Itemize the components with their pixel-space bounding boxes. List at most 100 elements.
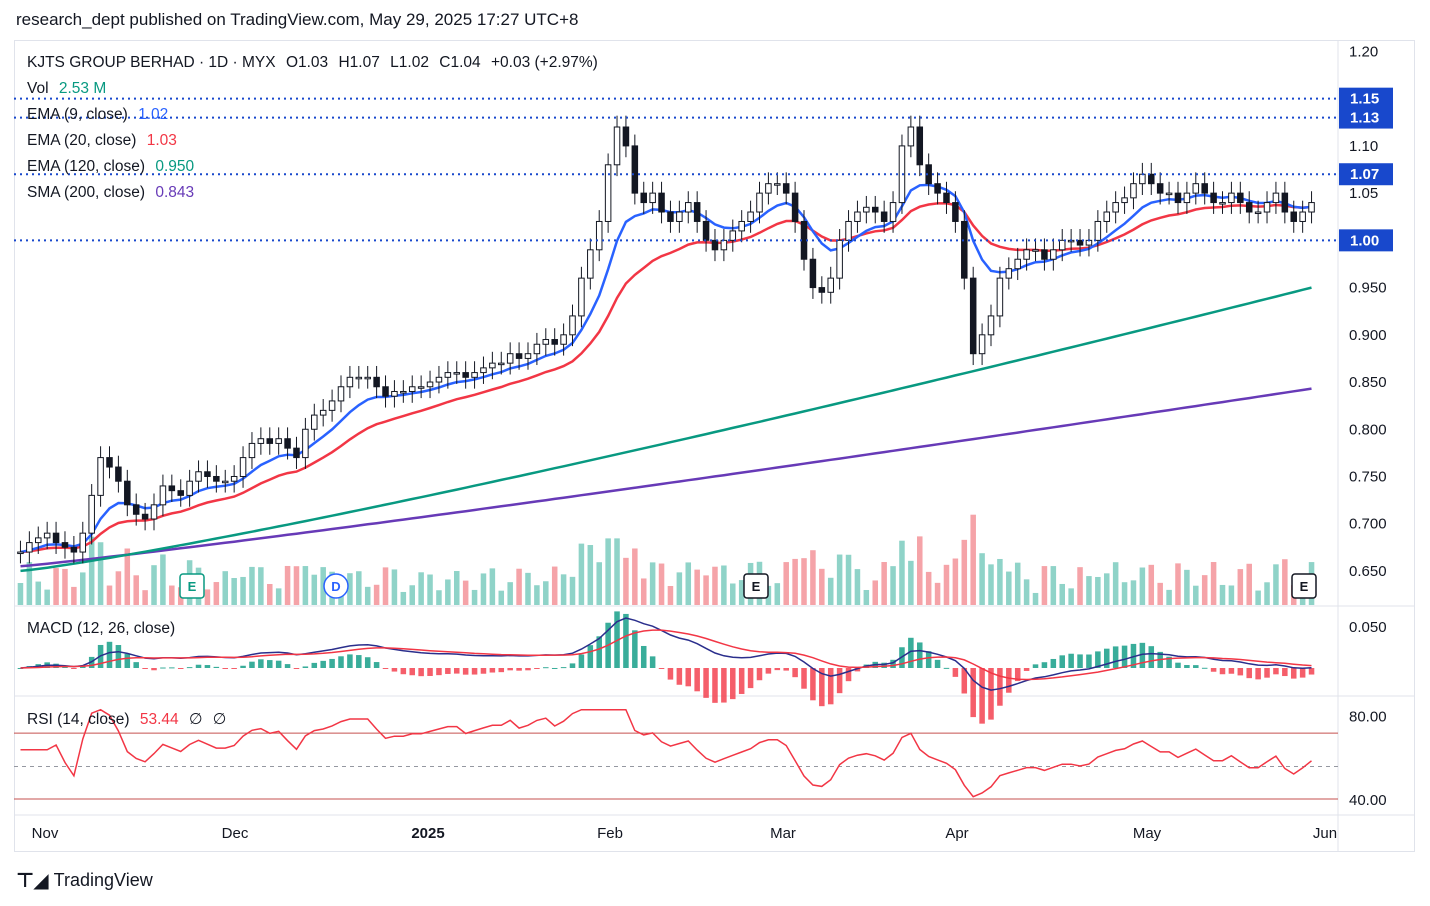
macd-hist-bar [845, 668, 852, 682]
macd-hist-bar [480, 668, 487, 674]
candle-body [382, 386, 389, 397]
volume-bar [124, 548, 131, 605]
rsi-legend[interactable]: RSI (14, close) 53.44 ∅ ∅ [27, 710, 232, 729]
macd-hist-bar [525, 668, 531, 671]
candle-body [738, 220, 745, 232]
candle-body [373, 376, 380, 388]
candle-body [1219, 202, 1226, 205]
volume-bar [1139, 567, 1146, 605]
macd-hist-bar [792, 668, 798, 678]
symbol-legend[interactable]: KJTS GROUP BERHAD · 1D · MYX O1.03 H1.07… [27, 54, 604, 72]
volume-bar [979, 553, 985, 605]
macd-hist-bar [1041, 662, 1048, 668]
candle-body [1014, 258, 1021, 270]
macd-hist-bar [338, 656, 344, 668]
candle-body [685, 202, 692, 213]
candle-body [257, 438, 265, 444]
candle-body [898, 145, 906, 204]
macd-hist-bar [222, 668, 229, 669]
volume-bar [445, 579, 451, 605]
candle-body [293, 447, 300, 459]
volume-bar [640, 578, 647, 605]
macd-hist-bar [249, 661, 255, 668]
rsi-extra-1: ∅ [188, 711, 203, 728]
ema9-value: 1.02 [138, 106, 169, 123]
price-tick-label: 0.650 [1349, 563, 1387, 580]
candle-body [533, 343, 541, 355]
candle-body [444, 372, 452, 378]
macd-hist-bar [453, 668, 460, 674]
volume-bar [836, 554, 843, 605]
candle-body [106, 457, 113, 468]
candle-body [729, 230, 737, 241]
macd-hist-bar [712, 668, 718, 703]
ema120-legend[interactable]: EMA (120, close) 0.950 [27, 158, 200, 176]
chart-frame[interactable] [14, 40, 1415, 852]
macd-hist-bar [819, 668, 825, 707]
macd-legend[interactable]: MACD (12, 26, close) [27, 620, 181, 638]
candle-body [453, 372, 461, 375]
volume-bar [88, 536, 95, 605]
level-price-label: 1.15 [1350, 91, 1379, 108]
macd-hist-bar [543, 667, 549, 669]
macd-hist-bar [1103, 648, 1110, 668]
macd-hist-bar [676, 668, 683, 685]
level-price-label: 1.07 [1350, 166, 1379, 183]
sma200-legend[interactable]: SMA (200, close) 0.843 [27, 184, 200, 202]
macd-hist-bar [685, 668, 692, 687]
volume-bar [1210, 562, 1217, 605]
ema20-line [20, 202, 1312, 554]
candle-body [471, 372, 478, 378]
volume-bar [391, 569, 398, 605]
macd-hist-bar [1014, 668, 1021, 682]
volume-bar [810, 550, 816, 605]
macd-hist-bar [890, 659, 896, 668]
candle-body [711, 239, 719, 251]
volume-bar [543, 581, 549, 605]
volume-bar [231, 578, 237, 605]
candle-body [43, 532, 51, 539]
event-marker-label: E [752, 579, 761, 594]
macd-hist-bar [961, 668, 968, 694]
candle-body [266, 438, 274, 444]
candle-body [871, 206, 879, 213]
volume-bar [1103, 573, 1110, 605]
tradingview-logo-icon: ⊤◢ [16, 870, 49, 892]
ema9-legend[interactable]: EMA (9, close) 1.02 [27, 106, 174, 124]
volume-bar [293, 566, 300, 605]
volume-bar [160, 554, 166, 605]
volume-bar [1068, 588, 1074, 605]
volume-bar [792, 558, 798, 605]
volume-bar [890, 566, 896, 605]
volume-bar [71, 586, 77, 605]
candle-body [221, 480, 229, 484]
candle-body [863, 206, 870, 213]
macd-hist-bar [356, 655, 362, 668]
candle-body [649, 192, 656, 204]
volume-bar [658, 563, 665, 605]
volume-bar [213, 582, 220, 605]
volume-bar [721, 565, 727, 605]
ema20-legend[interactable]: EMA (20, close) 1.03 [27, 132, 183, 150]
volume-bar [560, 574, 567, 605]
ema9-line [20, 183, 1312, 554]
volume-bar [1219, 584, 1226, 605]
time-tick-label: May [1133, 825, 1162, 842]
macd-signal-line [20, 629, 1312, 681]
rsi-tick-label: 40.00 [1349, 792, 1387, 809]
volume-bar [1193, 585, 1199, 605]
volume-bar [632, 548, 638, 605]
volume-bar [1032, 592, 1039, 605]
footer-brand-label: TradingView [53, 870, 153, 890]
horizontal-levels[interactable]: 1.15 1.13 1.07 1.00 [14, 87, 1393, 252]
footer-brand[interactable]: ⊤◢ TradingView [16, 868, 153, 893]
volume-legend[interactable]: Vol 2.53 M [27, 80, 112, 98]
volume-bar [44, 589, 50, 605]
macd-hist-bar [516, 668, 522, 671]
candle-body [854, 211, 861, 222]
volume-bar [311, 574, 318, 605]
volume-bar [1130, 580, 1137, 605]
macd-hist-bar [810, 668, 816, 701]
